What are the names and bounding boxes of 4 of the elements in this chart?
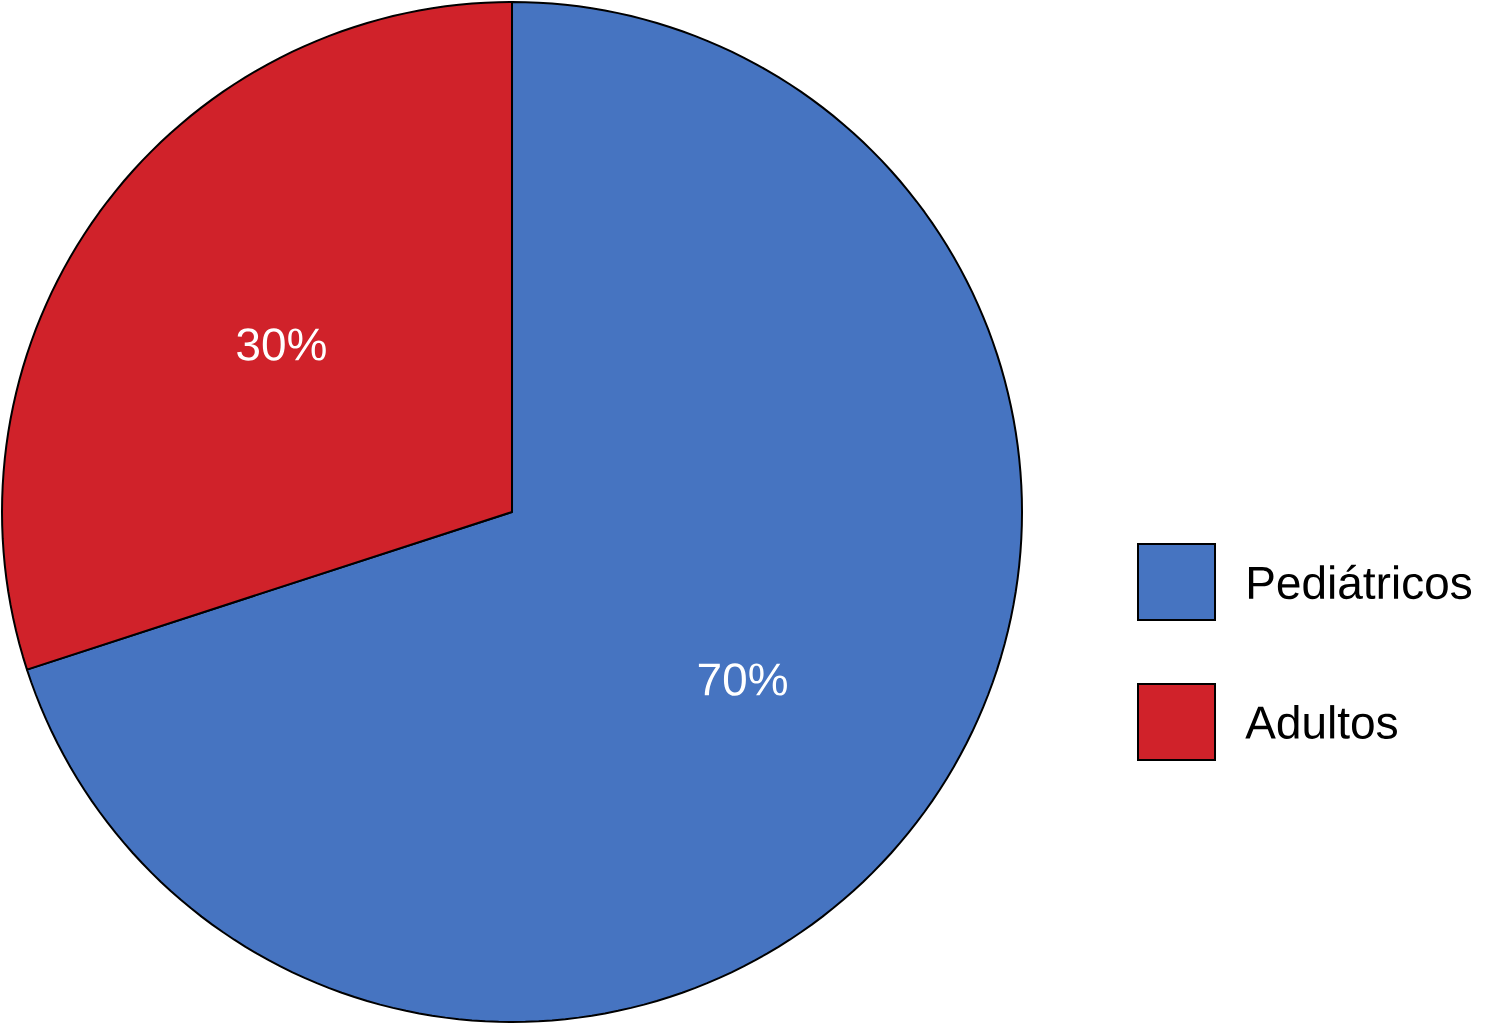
data-label: 30% [237, 328, 326, 361]
legend-label: Adultos [1245, 705, 1397, 739]
data-label: 70% [698, 663, 787, 696]
legend-label: Pediátricos [1248, 564, 1472, 600]
